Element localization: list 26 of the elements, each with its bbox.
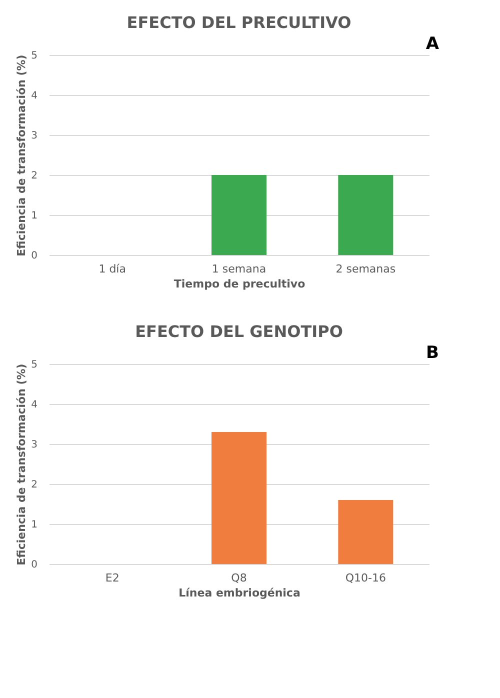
chart-title: EFECTO DEL PRECULTIVO: [126, 13, 352, 32]
y-tick-label: 4: [31, 400, 38, 410]
x-tick-label: E2: [105, 572, 120, 584]
y-tick-label: 3: [31, 130, 38, 142]
y-tick-label: 4: [31, 90, 38, 102]
x-tick-label: Q10-16: [345, 572, 386, 584]
y-axis-title: Eficiencia de transformación (%): [15, 364, 28, 566]
x-axis-title: Tiempo de precultivo: [174, 278, 306, 290]
chart-title: EFECTO DEL GENOTIPO: [135, 322, 343, 341]
y-tick-label: 5: [31, 50, 38, 62]
x-tick-label: Q8: [231, 572, 247, 584]
x-tick-label: 2 semanas: [336, 262, 396, 276]
x-axis-title: Línea embriogénica: [178, 586, 300, 600]
y-tick-label: 3: [31, 440, 38, 450]
text: A: [426, 34, 440, 54]
y-tick-label: 5: [31, 360, 38, 370]
y-tick-label: 1: [31, 520, 38, 530]
y-tick-label: 2: [31, 170, 38, 182]
y-tick-label: 0: [31, 560, 38, 570]
y-tick-label: 2: [31, 480, 38, 490]
y-tick-label: 0: [31, 250, 38, 262]
text: B: [426, 343, 439, 363]
x-tick-label: 1 día: [98, 262, 126, 276]
x-tick-label: 1 semana: [212, 262, 266, 276]
y-tick-label: 1: [31, 210, 38, 222]
y-axis-title: Eficiencia de transformación (%): [15, 54, 28, 256]
